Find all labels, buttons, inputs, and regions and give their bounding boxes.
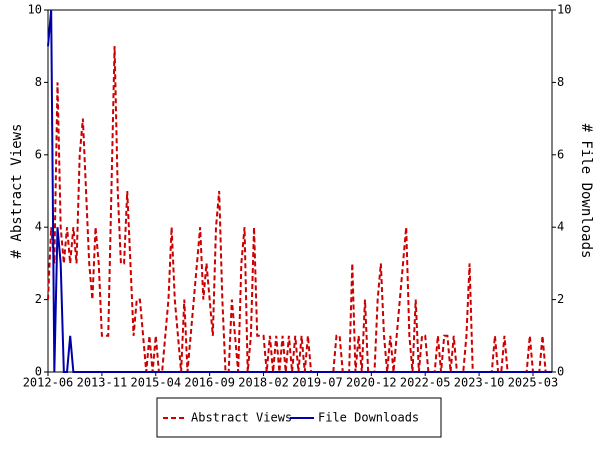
x-tick-label: 2023-10 (454, 376, 505, 390)
series-line (47, 46, 552, 373)
y-tick-label: 6 (35, 147, 42, 161)
x-tick-label: 2012-06 (23, 376, 74, 390)
y-tick-label: 4 (35, 220, 42, 234)
legend-label: File Downloads (318, 411, 419, 425)
x-tick-label: 2016-09 (184, 376, 235, 390)
y2-tick-label: 10 (557, 3, 571, 17)
series-line (47, 9, 552, 373)
x-tick-label: 2018-02 (238, 376, 289, 390)
y2-axis-label: # File Downloads (578, 124, 594, 259)
y2-tick-label: 2 (557, 292, 564, 306)
x-tick-label: 2013-11 (77, 376, 128, 390)
y2-tick-label: 8 (557, 75, 564, 89)
y-tick-label: 2 (35, 292, 42, 306)
y2-tick-label: 6 (557, 147, 564, 161)
y-tick-label: 10 (28, 3, 42, 17)
x-tick-label: 2015-04 (130, 376, 181, 390)
x-tick-label: 2025-03 (508, 376, 559, 390)
plot-frame (47, 9, 553, 373)
y2-tick-label: 4 (557, 220, 564, 234)
y-axis-label: # Abstract Views (9, 124, 25, 259)
y-tick-label: 8 (35, 75, 42, 89)
legend-label: Abstract Views (191, 411, 292, 425)
x-tick-label: 2020-12 (346, 376, 397, 390)
y2-tick-label: 0 (557, 365, 564, 379)
x-tick-label: 2019-07 (292, 376, 343, 390)
y-tick-label: 0 (35, 365, 42, 379)
x-tick-label: 2022-05 (400, 376, 451, 390)
